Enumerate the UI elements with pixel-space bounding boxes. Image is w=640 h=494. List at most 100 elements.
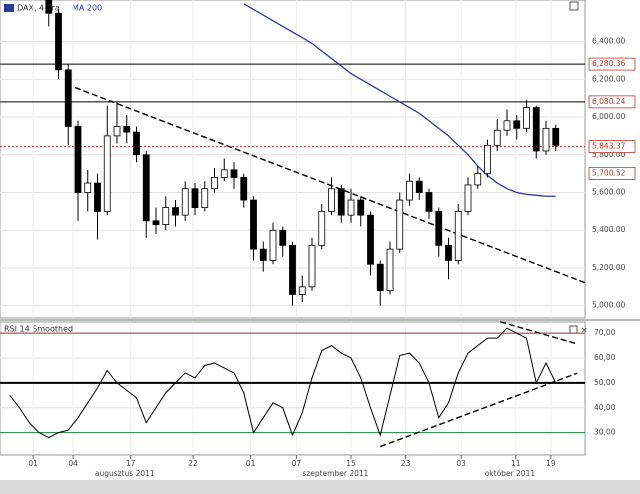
y-tick-label: 6,200.00	[592, 74, 626, 83]
candle-body	[64, 69, 72, 127]
x-tick-label: 15	[346, 459, 356, 468]
candle-body	[94, 182, 101, 212]
candle-body	[123, 126, 131, 133]
candle-body	[45, 0, 53, 14]
level-label: 6,080.24	[592, 97, 626, 106]
candle-body	[74, 126, 82, 193]
candle-body	[493, 129, 501, 146]
candle-body	[298, 286, 306, 295]
candle-body	[259, 248, 267, 261]
candle-body	[230, 169, 238, 178]
level-label-box	[588, 57, 636, 71]
legend-entry: MA 200	[72, 4, 102, 13]
y-tick-label: 40,00	[594, 403, 616, 412]
month-label: október 2011	[485, 469, 536, 478]
x-tick-label: 03	[456, 459, 466, 468]
candle-body	[542, 127, 550, 152]
y-tick-label: 5,000.00	[592, 301, 626, 310]
panel-button[interactable]	[569, 1, 579, 11]
x-tick-label: 17	[126, 459, 136, 468]
status-bar	[0, 480, 640, 494]
candle-body	[250, 199, 257, 250]
candle-body	[328, 188, 335, 212]
candle-body	[162, 207, 170, 225]
x-tick-label: 04	[68, 459, 78, 468]
y-tick-label: 5,400.00	[592, 225, 626, 234]
x-tick-label: 22	[188, 459, 198, 468]
candle-body	[415, 180, 423, 193]
candle-body	[445, 244, 452, 261]
candle-body	[152, 220, 160, 225]
rsi-title: RSI 14 Smoothed	[4, 325, 73, 334]
candle-body	[55, 12, 62, 71]
price-title: DAX, 4 óra	[17, 3, 60, 13]
candle-body	[211, 177, 218, 190]
candle-body	[308, 244, 316, 288]
candle-body	[191, 188, 199, 208]
month-label: szeptember 2011	[302, 469, 368, 478]
y-tick-label: 5,200.00	[592, 263, 626, 272]
candle-body	[113, 126, 121, 137]
candle-body	[386, 248, 394, 292]
candle-body	[532, 107, 540, 152]
x-tick-label: 11	[511, 459, 521, 468]
candle-body	[347, 199, 355, 216]
candle-body	[474, 173, 482, 186]
candle-body	[318, 210, 326, 246]
candle-body	[484, 144, 491, 175]
candle-body	[367, 214, 374, 265]
close-button[interactable]: ×	[581, 326, 588, 335]
candle-body	[464, 184, 472, 212]
candle-body	[503, 120, 511, 131]
candle-body	[289, 244, 296, 295]
level-label: 5,843.37	[592, 142, 626, 151]
candle-body	[240, 177, 248, 201]
candle-body	[376, 263, 384, 292]
y-tick-label: 5,800.00	[592, 150, 626, 159]
ma-line	[243, 3, 556, 197]
rsi-line	[9, 327, 557, 439]
y-tick-label: 70,00	[594, 328, 616, 337]
candle-body	[454, 210, 462, 261]
candle-body	[406, 180, 413, 201]
trendline	[74, 86, 586, 284]
trendline	[499, 321, 576, 345]
rsi-panel	[0, 321, 586, 456]
candle-body	[337, 188, 345, 216]
month-label: augusztus 2011	[95, 469, 155, 478]
candle-body	[396, 199, 404, 250]
candle-body	[523, 107, 530, 129]
candle-body	[142, 154, 150, 222]
candle-body	[220, 169, 228, 178]
x-tick-label: 01	[246, 459, 256, 468]
instrument-icon	[4, 4, 14, 12]
x-tick-label: 01	[28, 459, 38, 468]
level-label-box	[588, 95, 636, 109]
level-label-box	[588, 167, 636, 180]
candle-body	[425, 192, 433, 212]
x-tick-label: 07	[292, 459, 302, 468]
y-tick-label: 60,00	[594, 353, 616, 362]
candle-body	[133, 131, 140, 156]
price-panel	[0, 0, 586, 319]
x-tick-label: 19	[546, 459, 556, 468]
candle-body	[172, 207, 179, 216]
y-tick-label: 5,600.00	[592, 187, 626, 196]
candle-body	[103, 135, 111, 212]
x-tick-label: 23	[401, 459, 411, 468]
candle-body	[279, 229, 287, 246]
candle-body	[357, 199, 365, 216]
y-tick-label: 30,00	[594, 428, 616, 437]
candle-body	[181, 188, 189, 216]
level-label: 6,280.36	[592, 59, 626, 68]
y-tick-label: 50,00	[594, 378, 616, 387]
candle-body	[269, 229, 277, 261]
y-tick-label: 6,000.00	[592, 112, 626, 121]
y-tick-label: 6,400.00	[592, 37, 626, 46]
level-label: 5,700.52	[592, 169, 626, 178]
candle-body	[552, 127, 560, 146]
candle-body	[84, 182, 92, 193]
candle-body	[201, 188, 209, 208]
